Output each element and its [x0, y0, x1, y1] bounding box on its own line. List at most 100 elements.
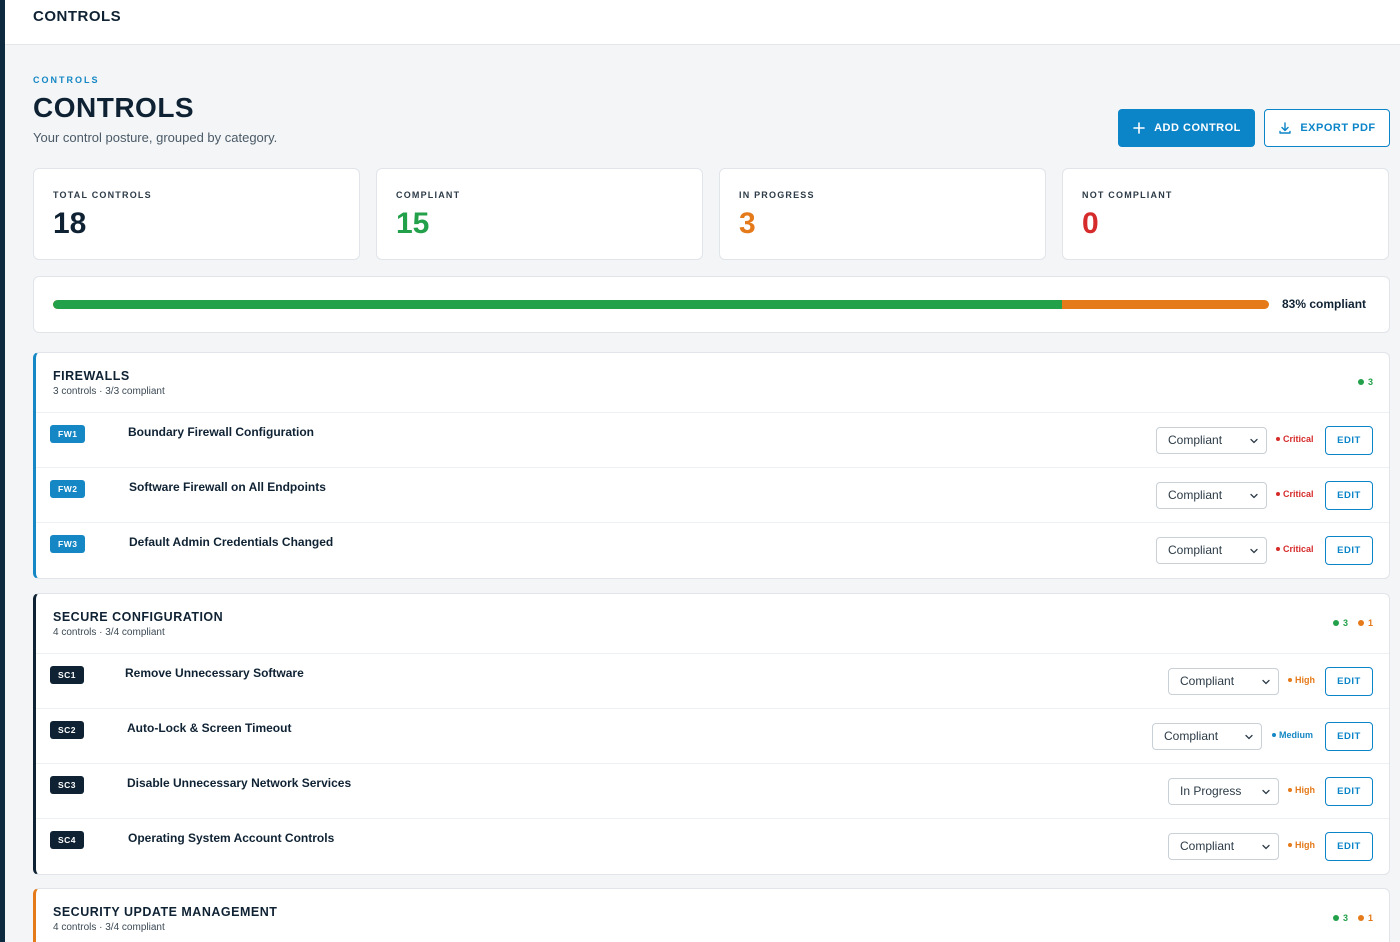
compliance-percentage: 83% compliant: [1282, 297, 1367, 311]
download-icon: [1279, 122, 1292, 134]
topbar-title: CONTROLS: [33, 8, 122, 25]
severity-label: Critical: [1283, 489, 1314, 499]
status-select[interactable]: Compliant: [1156, 427, 1267, 454]
severity-dot: [1276, 547, 1280, 551]
status-select[interactable]: In Progress: [1168, 778, 1279, 805]
stat-value-compliant: 15: [396, 207, 430, 240]
in-progress-count: 1: [1357, 913, 1373, 923]
severity-dot: [1276, 437, 1280, 441]
severity-badge: Medium: [1272, 730, 1313, 740]
status-select[interactable]: Compliant: [1168, 833, 1279, 860]
plus-icon: [1133, 122, 1145, 134]
compliant-count: 3: [1357, 377, 1373, 387]
control-code-badge: SC3: [50, 776, 85, 794]
control-title: Remove Unnecessary Software: [125, 666, 304, 680]
left-rail: [0, 0, 5, 942]
compliant-count: 3: [1332, 913, 1348, 923]
category-section: SECURITY UPDATE MANAGEMENT 4 controls · 3…: [33, 888, 1390, 942]
control-title: Operating System Account Controls: [128, 831, 335, 845]
status-select[interactable]: Compliant: [1168, 668, 1279, 695]
category-section: SECURE CONFIGURATION 4 controls · 3/4 com…: [33, 593, 1390, 875]
add-control-label: ADD CONTROL: [1154, 122, 1241, 134]
severity-label: High: [1295, 675, 1315, 685]
edit-button[interactable]: EDIT: [1325, 536, 1373, 565]
category-header: SECURITY UPDATE MANAGEMENT 4 controls · 3…: [36, 889, 1389, 942]
status-select[interactable]: Compliant: [1152, 723, 1262, 750]
control-row: FW2 Software Firewall on All Endpoints Com…: [36, 468, 1389, 523]
edit-button[interactable]: EDIT: [1325, 667, 1373, 696]
category-header: FIREWALLS 3 controls · 3/3 compliant 3: [36, 353, 1389, 413]
severity-badge: Critical: [1276, 434, 1314, 444]
edit-button[interactable]: EDIT: [1325, 481, 1373, 510]
stat-value-total: 18: [53, 207, 87, 240]
stat-card-compliant: COMPLIANT 15: [376, 168, 703, 260]
severity-dot: [1288, 678, 1292, 682]
stat-label: IN PROGRESS: [739, 190, 815, 200]
status-dot: [1357, 620, 1364, 626]
chevron-down-icon: [1262, 844, 1270, 850]
add-control-button[interactable]: ADD CONTROL: [1118, 109, 1255, 147]
control-code-badge: FW1: [50, 425, 86, 443]
page-title: CONTROLS: [33, 92, 195, 123]
status-select-value: Compliant: [1164, 729, 1219, 743]
severity-badge: Critical: [1276, 544, 1314, 554]
severity-dot: [1276, 492, 1280, 496]
stat-label: COMPLIANT: [396, 190, 461, 200]
category-counts: 3: [1357, 377, 1373, 387]
export-pdf-button[interactable]: EXPORT PDF: [1264, 109, 1390, 147]
page-eyebrow: CONTROLS: [33, 75, 100, 85]
chevron-down-icon: [1250, 493, 1258, 499]
status-dot: [1332, 915, 1339, 921]
control-title: Disable Unnecessary Network Services: [127, 776, 352, 790]
edit-button[interactable]: EDIT: [1325, 722, 1373, 751]
status-select-value: In Progress: [1180, 784, 1242, 798]
edit-button[interactable]: EDIT: [1325, 832, 1373, 861]
stat-card-in-progress: IN PROGRESS 3: [719, 168, 1046, 260]
edit-button[interactable]: EDIT: [1325, 426, 1373, 455]
severity-label: High: [1295, 840, 1315, 850]
in-progress-count-value: 1: [1367, 913, 1373, 923]
export-pdf-label: EXPORT PDF: [1300, 122, 1376, 134]
page-subtitle: Your control posture, grouped by categor…: [33, 130, 278, 145]
stat-label: TOTAL CONTROLS: [53, 190, 152, 200]
severity-label: High: [1295, 785, 1315, 795]
edit-button[interactable]: EDIT: [1325, 777, 1373, 806]
control-code-badge: FW2: [50, 480, 86, 498]
control-row: SC2 Auto-Lock & Screen Timeout Compliant Me…: [36, 709, 1389, 764]
category-title: SECURE CONFIGURATION: [53, 610, 224, 624]
status-select[interactable]: Compliant: [1156, 537, 1267, 564]
control-code-badge: SC1: [50, 666, 85, 684]
chevron-down-icon: [1245, 734, 1253, 740]
control-code-badge: SC4: [50, 831, 85, 849]
stat-value-not-compliant: 0: [1082, 207, 1099, 240]
severity-dot: [1288, 788, 1292, 792]
in-progress-count-value: 1: [1367, 618, 1373, 628]
category-meta: 4 controls · 3/4 compliant: [53, 627, 165, 638]
status-select-value: Compliant: [1168, 488, 1223, 502]
control-title: Boundary Firewall Configuration: [128, 425, 315, 439]
chevron-down-icon: [1250, 548, 1258, 554]
compliant-count: 3: [1332, 618, 1348, 628]
severity-label: Critical: [1283, 544, 1314, 554]
severity-label: Critical: [1283, 434, 1314, 444]
severity-dot: [1288, 843, 1292, 847]
topbar: CONTROLS: [5, 0, 1400, 45]
control-title: Default Admin Credentials Changed: [129, 535, 334, 549]
stat-label: NOT COMPLIANT: [1082, 190, 1173, 200]
stat-card-total: TOTAL CONTROLS 18: [33, 168, 360, 260]
status-select-value: Compliant: [1168, 543, 1223, 557]
category-header: SECURE CONFIGURATION 4 controls · 3/4 com…: [36, 594, 1389, 654]
status-select-value: Compliant: [1180, 674, 1235, 688]
severity-label: Medium: [1279, 730, 1314, 740]
chevron-down-icon: [1250, 438, 1258, 444]
control-row: SC3 Disable Unnecessary Network Services I…: [36, 764, 1389, 819]
status-select[interactable]: Compliant: [1156, 482, 1267, 509]
control-row: SC1 Remove Unnecessary Software Compliant H…: [36, 654, 1389, 709]
category-title: SECURITY UPDATE MANAGEMENT: [53, 905, 278, 919]
severity-dot: [1272, 733, 1276, 737]
stat-card-not-compliant: NOT COMPLIANT 0: [1062, 168, 1389, 260]
status-dot: [1332, 620, 1339, 626]
compliant-count-value: 3: [1342, 618, 1348, 628]
control-code-badge: FW3: [50, 535, 86, 553]
control-row: SC4 Operating System Account Controls Comp…: [36, 819, 1389, 874]
